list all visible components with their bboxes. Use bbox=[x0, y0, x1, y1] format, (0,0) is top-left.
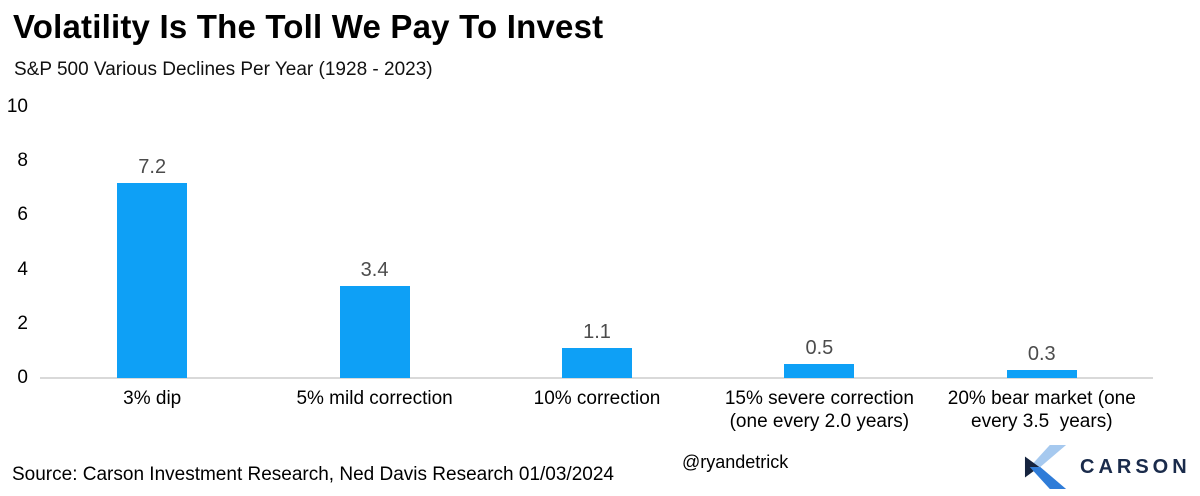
bar-category-label: 15% severe correction (one every 2.0 yea… bbox=[724, 388, 914, 432]
bar-column: 0.3 bbox=[931, 107, 1153, 378]
bar-column: 3.4 bbox=[263, 107, 485, 378]
bar-value-label: 0.5 bbox=[805, 337, 834, 360]
bar bbox=[784, 364, 855, 378]
y-tick-label: 10 bbox=[6, 96, 28, 117]
bar-column: 0.5 bbox=[708, 107, 930, 378]
source-note: Source: Carson Investment Research, Ned … bbox=[12, 464, 614, 485]
y-tick-label: 4 bbox=[17, 258, 28, 280]
bar-category-label: 3% dip bbox=[123, 388, 182, 409]
bar-value-label: 7.2 bbox=[138, 155, 167, 178]
bar-category-label: 10% correction bbox=[533, 388, 661, 409]
bar-category-label: 20% bear market (one every 3.5 years) bbox=[947, 388, 1136, 432]
bar-value-label: 1.1 bbox=[583, 321, 611, 344]
x-axis-baseline bbox=[40, 377, 1153, 379]
chart-title: Volatility Is The Toll We Pay To Invest bbox=[13, 8, 604, 45]
carson-logo-icon bbox=[1024, 444, 1068, 490]
carson-wordmark: CARSON bbox=[1080, 455, 1191, 478]
twitter-handle: @ryandetrick bbox=[682, 452, 789, 472]
y-tick-label: 8 bbox=[17, 150, 28, 172]
bar-value-label: 0.3 bbox=[1027, 342, 1056, 365]
bar bbox=[561, 348, 632, 378]
y-tick-label: 2 bbox=[17, 312, 28, 334]
carson-logo: CARSON bbox=[1024, 444, 1191, 490]
bar-column: 7.2 bbox=[41, 107, 263, 378]
chart-subtitle: S&P 500 Various Declines Per Year (1928 … bbox=[14, 59, 433, 80]
bar-category-label: 5% mild correction bbox=[296, 388, 453, 409]
bar-value-label: 3.4 bbox=[360, 258, 389, 281]
y-tick-label: 0 bbox=[17, 367, 28, 388]
y-tick-label: 6 bbox=[17, 204, 28, 226]
bar-column: 1.1 bbox=[486, 107, 708, 378]
bar bbox=[339, 285, 410, 378]
bar bbox=[117, 182, 188, 378]
bar bbox=[1006, 369, 1077, 378]
